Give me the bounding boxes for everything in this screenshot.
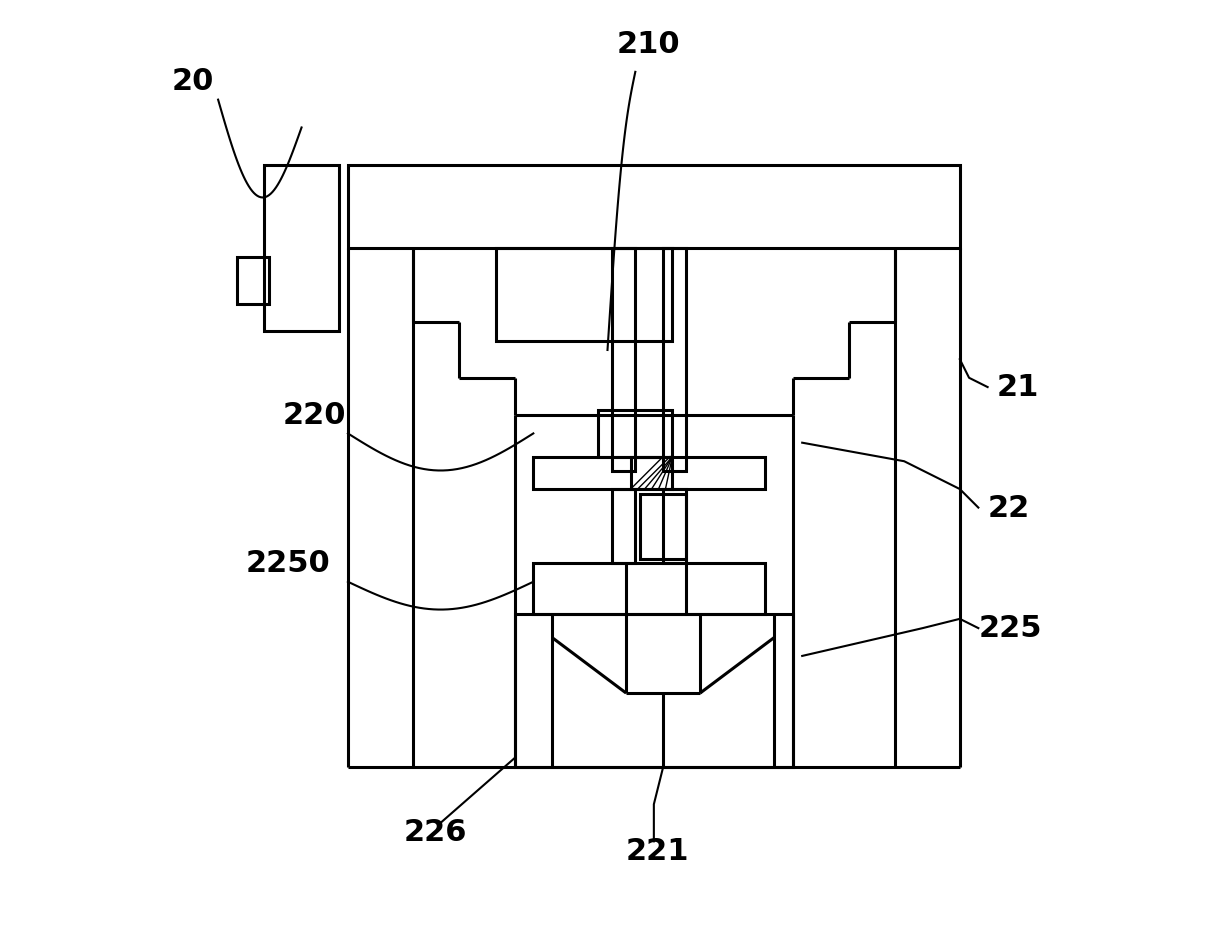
Bar <box>663 489 686 564</box>
Bar <box>598 410 672 456</box>
Bar <box>265 165 339 331</box>
Bar <box>663 248 686 470</box>
Bar <box>533 564 765 614</box>
Text: 21: 21 <box>996 374 1039 403</box>
Bar <box>612 489 635 564</box>
Text: 22: 22 <box>988 494 1030 523</box>
Text: 226: 226 <box>403 819 467 847</box>
Bar <box>347 165 960 248</box>
Text: 220: 220 <box>283 401 346 430</box>
Bar <box>533 456 765 489</box>
Bar <box>640 494 686 559</box>
Bar <box>612 248 635 470</box>
Text: 225: 225 <box>978 614 1041 644</box>
Text: 20: 20 <box>171 68 214 96</box>
Text: 221: 221 <box>626 837 690 866</box>
Bar <box>237 257 269 304</box>
Bar <box>631 456 672 489</box>
Bar <box>496 248 672 341</box>
Bar <box>515 614 793 767</box>
Text: 2250: 2250 <box>245 550 330 579</box>
Text: 210: 210 <box>617 30 680 59</box>
